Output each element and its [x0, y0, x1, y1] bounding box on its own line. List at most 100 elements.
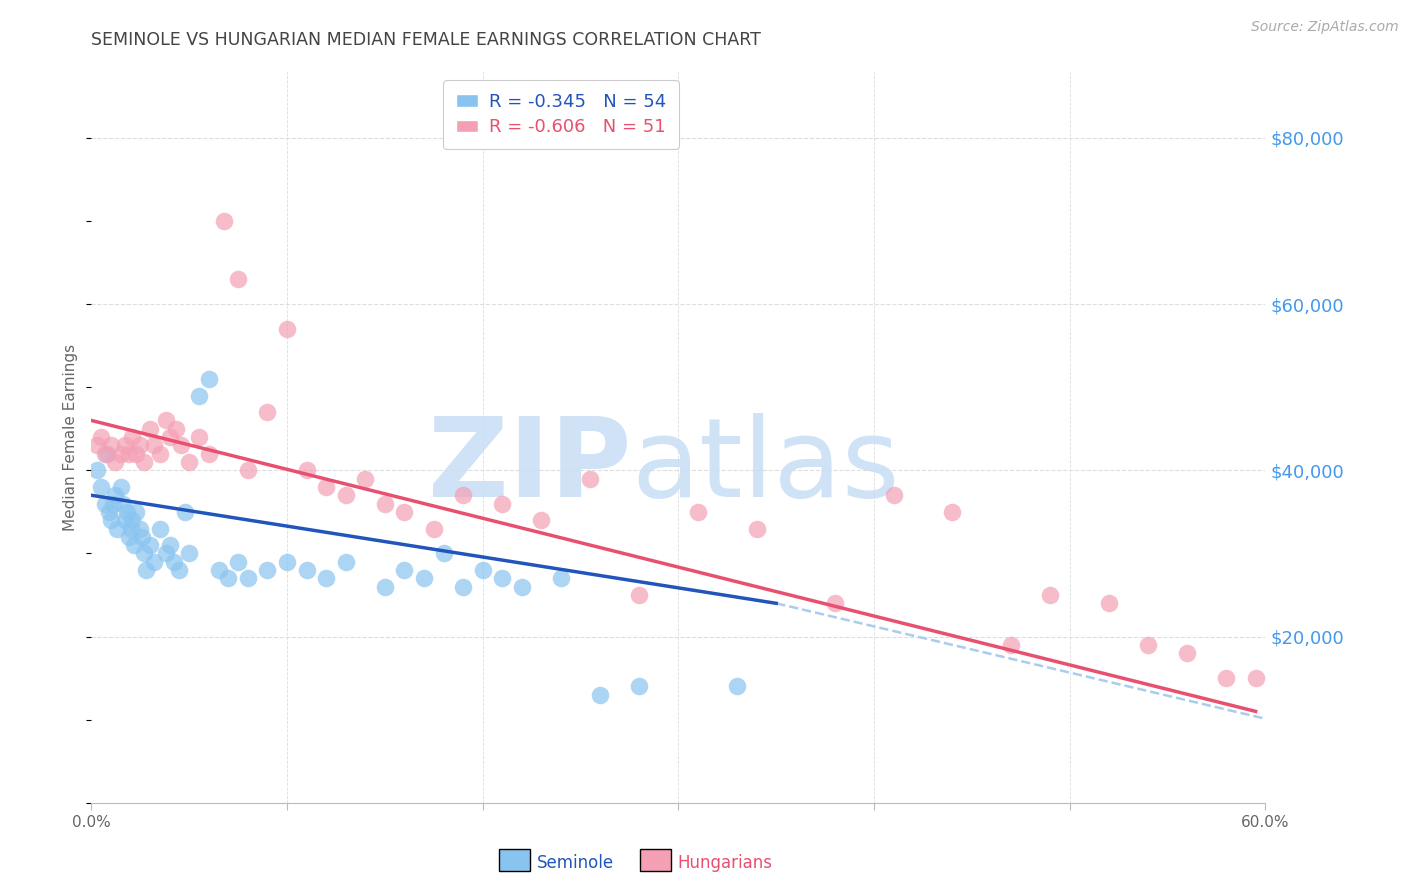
Point: [315, 571, 337, 585]
Point: [451, 580, 474, 594]
Text: atlas: atlas: [631, 413, 900, 520]
Point: [114, 513, 136, 527]
Point: [155, 413, 177, 427]
Point: [394, 563, 416, 577]
Point: [941, 505, 963, 519]
Point: [86, 463, 108, 477]
Point: [295, 563, 318, 577]
Point: [1039, 588, 1062, 602]
Point: [143, 555, 166, 569]
Point: [491, 571, 513, 585]
Point: [491, 497, 513, 511]
Point: [179, 455, 201, 469]
Point: [1136, 638, 1159, 652]
Point: [451, 488, 474, 502]
Point: [335, 555, 357, 569]
Point: [134, 455, 156, 469]
Point: [86, 438, 108, 452]
Point: [236, 463, 259, 477]
Point: [115, 505, 138, 519]
Point: [179, 546, 201, 560]
Point: [110, 480, 132, 494]
Point: [159, 430, 181, 444]
Text: Hungarians: Hungarians: [678, 854, 773, 871]
Point: [104, 488, 127, 502]
Point: [129, 438, 152, 452]
Point: [188, 430, 211, 444]
Point: [207, 563, 229, 577]
Point: [579, 472, 602, 486]
Point: [432, 546, 454, 560]
Point: [217, 571, 239, 585]
Point: [226, 272, 249, 286]
Point: [120, 521, 142, 535]
Point: [139, 422, 162, 436]
Point: [315, 480, 337, 494]
Point: [188, 388, 211, 402]
Text: ZIP: ZIP: [427, 413, 631, 520]
Y-axis label: Median Female Earnings: Median Female Earnings: [63, 343, 79, 531]
Point: [725, 680, 748, 694]
Point: [628, 588, 651, 602]
Point: [114, 438, 136, 452]
Point: [824, 596, 846, 610]
Point: [165, 422, 187, 436]
Point: [100, 513, 122, 527]
Point: [98, 505, 121, 519]
Point: [226, 555, 249, 569]
Point: [169, 563, 191, 577]
Point: [295, 463, 318, 477]
Point: [197, 447, 219, 461]
Point: [94, 497, 117, 511]
Point: [139, 538, 162, 552]
Point: [134, 546, 156, 560]
Point: [104, 455, 127, 469]
Point: [197, 372, 219, 386]
Point: [1098, 596, 1121, 610]
Point: [374, 497, 396, 511]
Point: [530, 513, 553, 527]
Point: [94, 447, 117, 461]
Point: [110, 447, 132, 461]
Point: [256, 563, 278, 577]
Point: [628, 680, 651, 694]
Point: [100, 438, 122, 452]
Point: [131, 530, 153, 544]
Text: Seminole: Seminole: [537, 854, 614, 871]
Point: [883, 488, 905, 502]
Point: [170, 438, 193, 452]
Point: [96, 447, 118, 461]
Text: SEMINOLE VS HUNGARIAN MEDIAN FEMALE EARNINGS CORRELATION CHART: SEMINOLE VS HUNGARIAN MEDIAN FEMALE EARN…: [91, 31, 761, 49]
Point: [1000, 638, 1022, 652]
Point: [374, 580, 396, 594]
Point: [174, 505, 197, 519]
Point: [90, 430, 112, 444]
Point: [1215, 671, 1237, 685]
Point: [1244, 671, 1267, 685]
Point: [135, 563, 157, 577]
Point: [510, 580, 533, 594]
Point: [236, 571, 259, 585]
Point: [101, 497, 124, 511]
Point: [354, 472, 377, 486]
Point: [276, 322, 298, 336]
Point: [90, 480, 112, 494]
Point: [335, 488, 357, 502]
Text: Source: ZipAtlas.com: Source: ZipAtlas.com: [1251, 20, 1399, 34]
Point: [214, 214, 236, 228]
Point: [471, 563, 494, 577]
Point: [105, 521, 128, 535]
Point: [121, 430, 143, 444]
Point: [117, 530, 139, 544]
Legend: R = -0.345   N = 54, R = -0.606   N = 51: R = -0.345 N = 54, R = -0.606 N = 51: [443, 80, 679, 149]
Point: [143, 438, 166, 452]
Point: [149, 447, 172, 461]
Point: [155, 546, 177, 560]
Point: [149, 521, 172, 535]
Point: [1175, 646, 1198, 660]
Point: [276, 555, 298, 569]
Point: [589, 688, 612, 702]
Point: [423, 521, 446, 535]
Point: [124, 538, 146, 552]
Point: [686, 505, 709, 519]
